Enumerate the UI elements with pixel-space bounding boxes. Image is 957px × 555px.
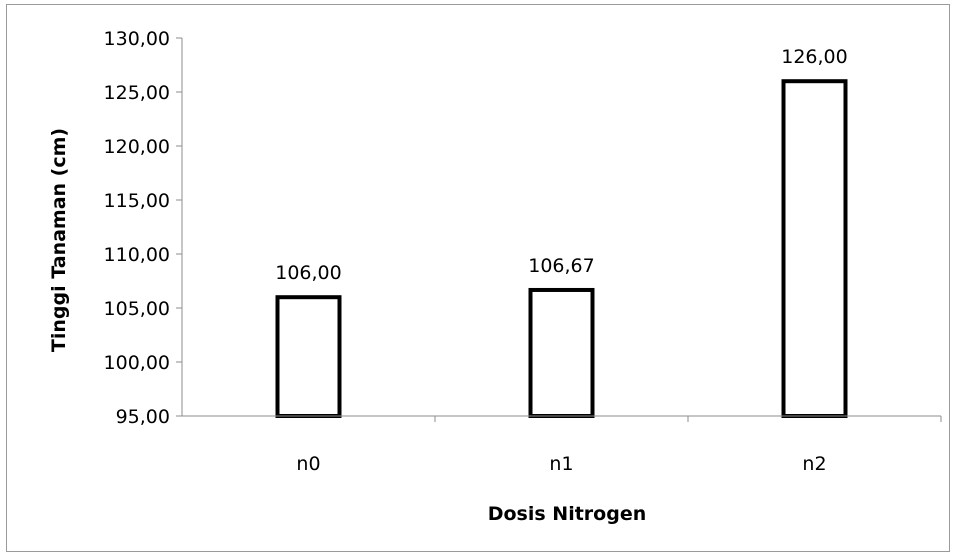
y-tick-label: 95,00 (116, 406, 170, 428)
y-tick-label: 100,00 (104, 352, 170, 374)
x-axis-ticks: n0 n1 n2 (296, 416, 942, 475)
bar-n0 (275, 295, 342, 419)
bar-n1 (528, 287, 595, 418)
bars-group (275, 79, 848, 419)
data-label-n2: 126,00 (781, 46, 847, 68)
y-axis-title: Tinggi Tanaman (cm) (48, 128, 70, 352)
y-tick-label: 125,00 (104, 82, 170, 104)
x-axis-title: Dosis Nitrogen (488, 503, 647, 525)
y-tick-label: 120,00 (104, 136, 170, 158)
y-axis-ticks: 95,00 100,00 105,00 110,00 115,00 120,00 125,0… (104, 28, 182, 428)
data-label-n0: 106,00 (275, 262, 341, 284)
x-tick-label-n0: n0 (296, 453, 320, 475)
x-tick-label-n1: n1 (549, 453, 573, 475)
y-tick-label: 110,00 (104, 244, 170, 266)
y-tick-label: 105,00 (104, 298, 170, 320)
y-tick-label: 130,00 (104, 28, 170, 50)
x-tick-label-n2: n2 (802, 453, 826, 475)
data-label-n1: 106,67 (528, 255, 594, 277)
bar-n2 (781, 79, 848, 418)
data-labels-group: 106,00 106,67 126,00 (275, 46, 847, 284)
y-tick-label: 115,00 (104, 190, 170, 212)
